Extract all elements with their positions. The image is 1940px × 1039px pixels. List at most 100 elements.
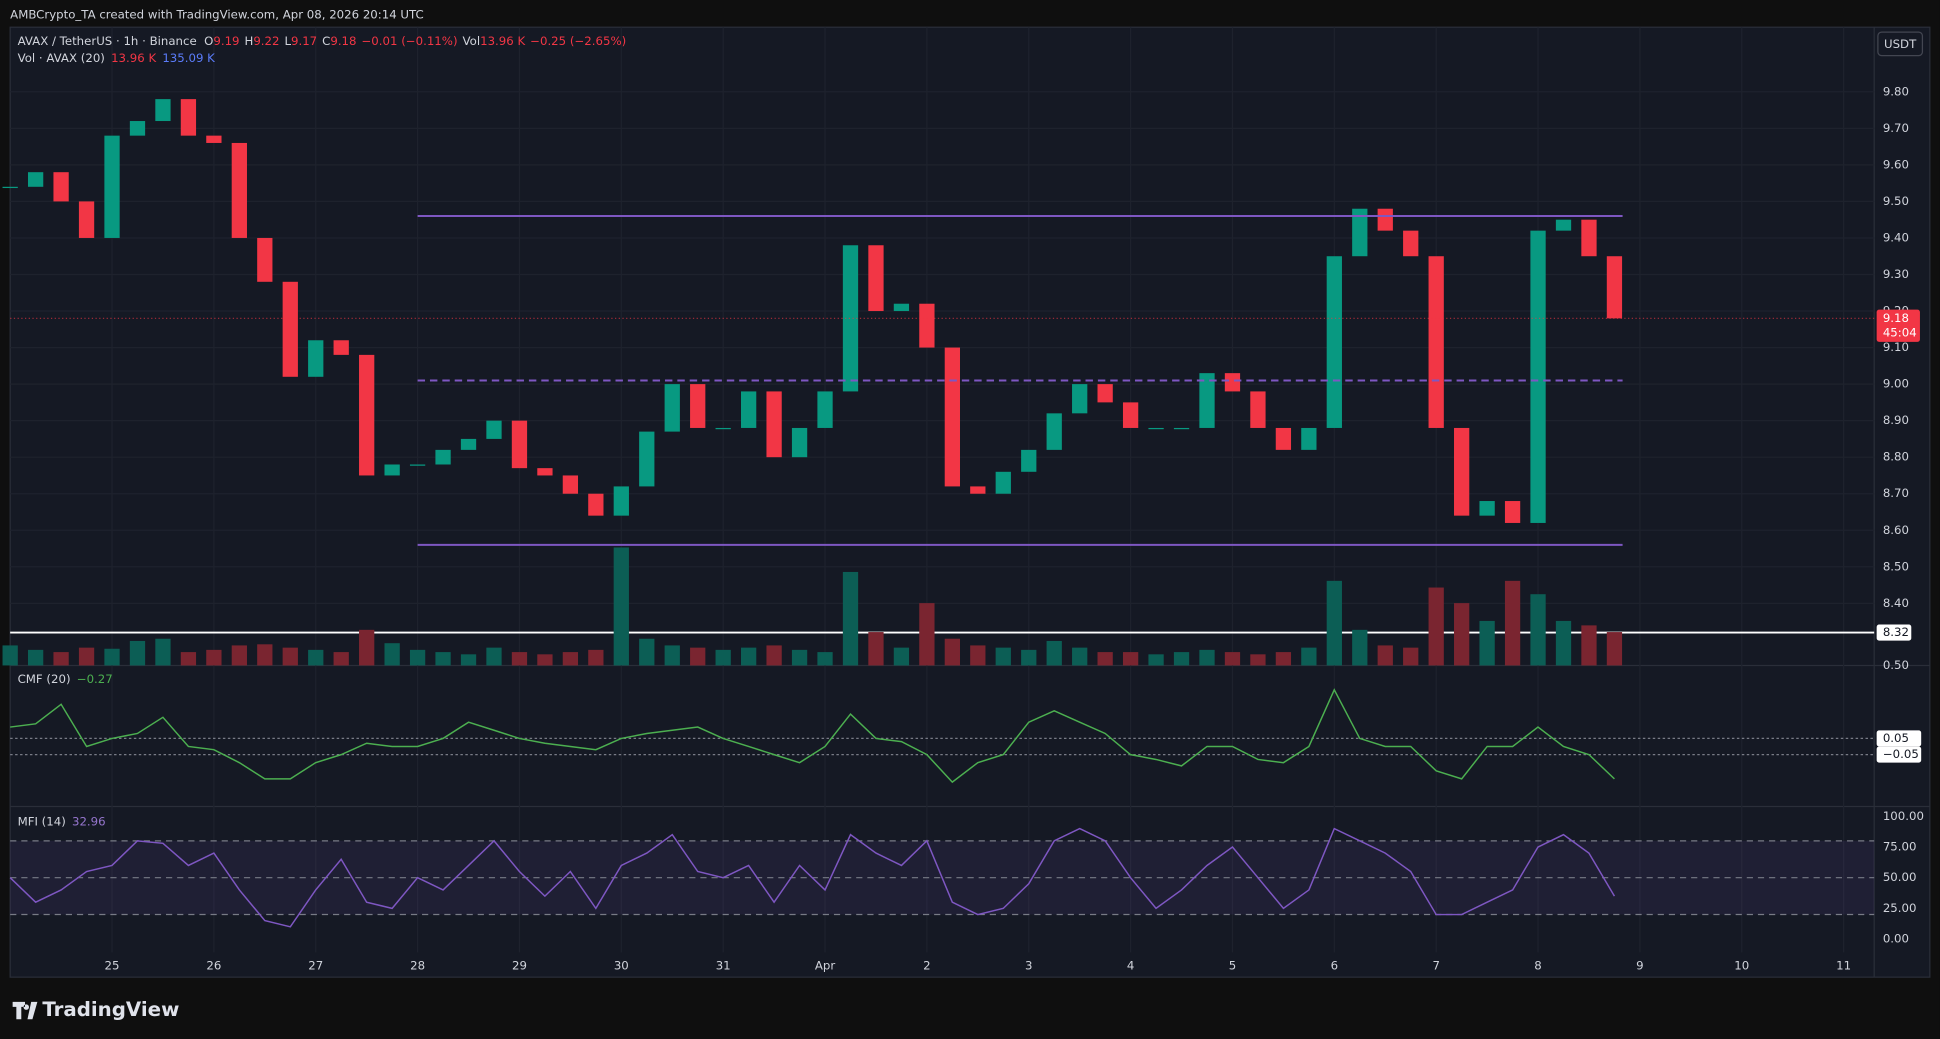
volume-bar [613,547,629,666]
candle [1021,449,1037,472]
volume-bar [588,649,604,666]
candle [257,237,273,282]
x-tick-label: 28 [410,959,425,973]
volume-bar [1224,652,1241,666]
volume-bar [1072,647,1088,666]
y-tick-label: 9.70 [1883,121,1909,135]
x-tick-label: 27 [308,959,323,973]
candle [1352,208,1368,257]
candle [1377,208,1393,231]
volume-bar [1122,652,1139,666]
candle [893,303,910,312]
volume-bar [155,638,171,666]
candle [231,142,247,238]
candle [1301,427,1317,450]
candle [53,172,69,202]
indicator-line [10,688,1615,784]
x-tick-label: 11 [1836,959,1851,973]
volume-bar [817,652,833,666]
volume-bar [1428,587,1444,666]
y-tick-label: 9.60 [1883,157,1909,171]
volume-bar [766,645,782,666]
volume-bar [664,645,680,666]
value: −0.27 [77,672,113,686]
candle [588,493,604,516]
value: −0.01 (−0.11%) [361,33,457,47]
volume-bar [1504,580,1521,666]
candle [613,486,629,516]
volume-bar [257,644,273,666]
legend-volume: Vol · AVAX (20) 13.96 K 135.09 K [18,51,216,65]
candle [868,245,884,312]
volume-bar [282,647,298,666]
volume-bar [740,647,757,666]
x-tick-label: 30 [614,959,629,973]
volume-bar [1581,625,1597,666]
candle [715,427,731,430]
x-tick-label: 7 [1432,959,1439,973]
candle [1148,427,1164,430]
candle [359,354,375,476]
x-tick-label: 6 [1331,959,1338,973]
y-tick-label: 8.80 [1883,450,1909,464]
marks [2,99,1875,928]
x-tick-label: 3 [1025,959,1032,973]
label: MFI (14) [18,814,66,828]
volume-bar [1479,620,1495,666]
last-price-label: 9.18 [1883,311,1909,325]
candle [639,431,655,487]
x-tick-label: 26 [206,959,221,973]
volume-bar [2,645,18,666]
volume-bar [460,654,477,666]
candle [486,420,502,439]
volume-bar [78,647,95,666]
candle [1504,501,1521,523]
y-tick-label: 100.00 [1883,809,1924,823]
currency-button[interactable] [1877,31,1924,57]
legend-mfi: MFI (14) 32.96 [18,814,106,828]
brand: TradingView [42,998,179,1021]
candle [511,420,528,469]
volume-bar [486,647,502,666]
volume-bar [995,647,1011,666]
volume-bar [511,652,528,666]
volume-bar [791,649,808,666]
y-tick-label: 0.50 [1883,658,1909,672]
candle [206,135,222,143]
volume-bar [639,638,655,666]
volume-bar [1326,580,1342,666]
symbol: AVAX / TetherUS · 1h · Binance [18,33,197,47]
volume-bar [944,638,960,666]
volume-bar [1097,652,1113,666]
value: 135.09 K [162,51,215,65]
candle [27,172,44,187]
reference-label: −0.05 [1883,747,1919,761]
legend-cmf: CMF (20) −0.27 [18,672,113,686]
candle [1428,256,1444,428]
volume-bar [842,571,859,666]
candle [384,464,400,476]
value: 9.19 [213,33,239,47]
x-tick-label: 2 [923,959,930,973]
y-tick-label: 9.80 [1883,84,1909,98]
candle [664,384,680,432]
candle [791,427,808,458]
candle [690,384,706,428]
y-tick-label: 0.00 [1883,932,1909,946]
volume-bar [206,649,222,666]
candle [1072,384,1088,414]
x-tick-label: 31 [716,959,731,973]
candle [1479,501,1495,516]
volume-bar [104,648,120,666]
volume-bar [537,654,553,666]
volume-bar [1555,620,1572,666]
volume-bar [53,652,69,666]
y-tick-label: 8.90 [1883,413,1909,427]
y-tick-label: 8.50 [1883,559,1909,573]
volume-bar [1021,649,1037,666]
volume-bar [308,649,324,666]
volume-bar [1352,629,1368,666]
y-tick-label: 8.70 [1883,486,1909,500]
volume-bar [893,647,910,666]
currency-button-label[interactable]: USDT [1884,37,1917,51]
